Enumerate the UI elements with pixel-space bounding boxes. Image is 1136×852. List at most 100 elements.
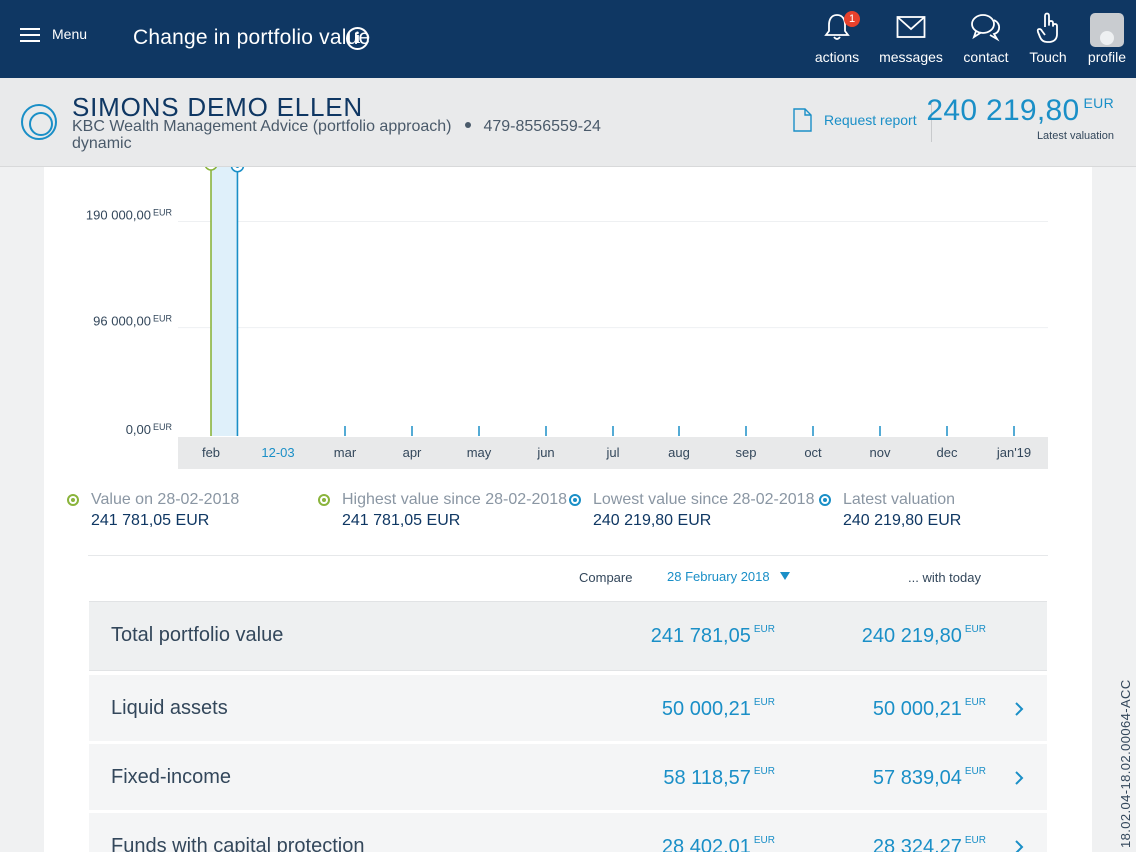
stat-value: 241 781,05 EUR: [91, 512, 210, 529]
y-tick-label: 96 000,00: [93, 314, 151, 329]
separator-dot: [465, 122, 472, 128]
info-icon[interactable]: i: [346, 27, 369, 50]
x-tick-label: 12-03: [261, 445, 294, 460]
row-label: Total portfolio value: [111, 624, 284, 646]
x-tick-label: jul: [605, 445, 619, 460]
actions-badge: 1: [844, 11, 860, 27]
stat-highest-value: Highest value since 28-02-2018 241 781,0…: [318, 491, 568, 530]
x-axis-band: [178, 437, 1048, 469]
compare-date-dropdown[interactable]: 28 February 2018: [667, 569, 790, 584]
x-tick-label: aug: [668, 445, 690, 460]
envelope-icon: [896, 16, 926, 38]
menu-label: Menu: [52, 26, 88, 42]
table-row-funds-capital-protection[interactable]: Funds with capital protection 28 402,01 E…: [89, 813, 1047, 852]
y-tick-unit: EUR: [153, 422, 173, 432]
row-value-today: 50 000,21 EUR: [872, 697, 986, 720]
target-green-icon: [318, 494, 330, 506]
x-tick-label: apr: [403, 445, 422, 460]
compare-label: Compare: [579, 570, 633, 585]
stat-label: Highest value since 28-02-2018: [342, 491, 568, 508]
stat-lowest-value: Lowest value since 28-02-2018 240 219,80…: [569, 491, 815, 530]
stat-value: 240 219,80 EUR: [843, 512, 962, 529]
nav-actions-label: actions: [814, 49, 860, 65]
x-tick-label: jan'19: [996, 445, 1031, 460]
stat-label: Lowest value since 28-02-2018: [593, 491, 815, 508]
version-label: 18.02.04-18.02.00064-ACC: [1118, 679, 1133, 848]
nav-actions[interactable]: 1 actions: [812, 0, 862, 78]
nav-profile-label: profile: [1087, 49, 1127, 65]
y-tick-unit: EUR: [153, 314, 173, 324]
bell-icon: [824, 14, 850, 40]
investment-profile: dynamic: [72, 135, 132, 152]
x-tick-label: oct: [804, 445, 822, 460]
compare-row: Compare 28 February 2018 ... with today: [44, 567, 1092, 591]
nav-messages[interactable]: messages: [876, 0, 946, 78]
marker-ring: [230, 167, 245, 173]
row-value-compare: 28 402,01 EUR: [661, 835, 775, 852]
y-tick-label: 190 000,00: [86, 207, 151, 222]
latest-valuation-label: Latest valuation: [1036, 130, 1114, 142]
target-blue-icon: [569, 494, 581, 506]
stat-value: 240 219,80 EUR: [593, 512, 712, 529]
main-panel: 0,00 EUR 96 000,00 EUR 190 000,00 EUR feb 12-03…: [44, 167, 1092, 852]
target-green-icon: [67, 494, 79, 506]
table-row-liquid-assets[interactable]: Liquid assets 50 000,21 EUR 50 000,21 EUR: [89, 675, 1047, 741]
row-value-today: 28 324,27 EUR: [872, 835, 986, 852]
nav-touch-label: Touch: [1029, 49, 1067, 65]
x-tick-label: jun: [536, 445, 554, 460]
request-report-label: Request report: [824, 112, 917, 128]
row-value-compare: 58 118,57 EUR: [663, 766, 775, 789]
currency-label: EUR: [1083, 95, 1114, 111]
document-icon: [793, 108, 812, 132]
marker-ring: [204, 167, 218, 171]
stat-label: Value on 28-02-2018: [91, 491, 240, 508]
row-label: Funds with capital protection: [111, 835, 365, 852]
nav-messages-label: messages: [879, 49, 943, 65]
row-label: Fixed-income: [111, 766, 232, 788]
stat-value: 241 781,05 EUR: [342, 512, 461, 529]
page-title: Change in portfolio value: [133, 26, 371, 49]
nav-touch[interactable]: Touch: [1024, 0, 1072, 78]
menu-button[interactable]: Menu: [20, 26, 87, 42]
nav-contact[interactable]: contact: [958, 0, 1014, 78]
account-number: 479-8556559-24: [483, 118, 601, 135]
target-blue-icon: [819, 494, 831, 506]
compare-with-today-label: ... with today: [908, 570, 981, 585]
y-tick-label: 0,00: [126, 422, 151, 437]
stat-latest-valuation: Latest valuation 240 219,80 EUR: [819, 491, 962, 530]
x-tick-label: dec: [937, 445, 958, 460]
y-tick-unit: EUR: [153, 207, 173, 217]
client-subtitle: KBC Wealth Management Advice (portfolio …: [72, 118, 601, 136]
header-divider: [931, 100, 932, 142]
nav-contact-label: contact: [963, 49, 1009, 65]
row-value-compare: 50 000,21 EUR: [661, 697, 775, 720]
table-row-fixed-income[interactable]: Fixed-income 58 118,57 EUR 57 839,04 EUR: [89, 744, 1047, 810]
chevron-right-icon[interactable]: [1013, 837, 1025, 852]
row-value-today: 57 839,04 EUR: [872, 766, 986, 789]
value-area: [211, 167, 238, 436]
row-label: Liquid assets: [111, 697, 228, 719]
latest-valuation: 240 219,80 EUR Latest valuation: [926, 94, 1114, 142]
x-tick-label: nov: [870, 445, 891, 460]
x-tick-label: may: [467, 445, 492, 460]
service-name: KBC Wealth Management Advice (portfolio …: [72, 118, 452, 135]
table-row-total: Total portfolio value 241 781,05 EUR 240 …: [89, 601, 1047, 671]
hamburger-icon: [20, 26, 40, 42]
kbc-logo-icon: [21, 104, 57, 140]
request-report-button[interactable]: Request report: [792, 108, 917, 132]
caret-down-icon: [779, 572, 790, 580]
row-value-today: 240 219,80 EUR: [861, 624, 986, 647]
latest-valuation-amount: 240 219,80 EUR: [926, 94, 1114, 127]
x-tick-label: mar: [334, 445, 357, 460]
avatar-icon: [1090, 13, 1124, 47]
chevron-right-icon[interactable]: [1013, 768, 1025, 788]
nav-profile[interactable]: profile: [1084, 0, 1130, 78]
x-tick-label: feb: [202, 445, 220, 460]
client-header: SIMONS DEMO ELLEN KBC Wealth Management …: [0, 78, 1136, 167]
client-name: SIMONS DEMO ELLEN: [72, 92, 363, 122]
marker-dot: [235, 167, 240, 168]
hand-pointer-icon: [1036, 12, 1058, 43]
x-tick-label: sep: [736, 445, 757, 460]
chevron-right-icon[interactable]: [1013, 699, 1025, 719]
